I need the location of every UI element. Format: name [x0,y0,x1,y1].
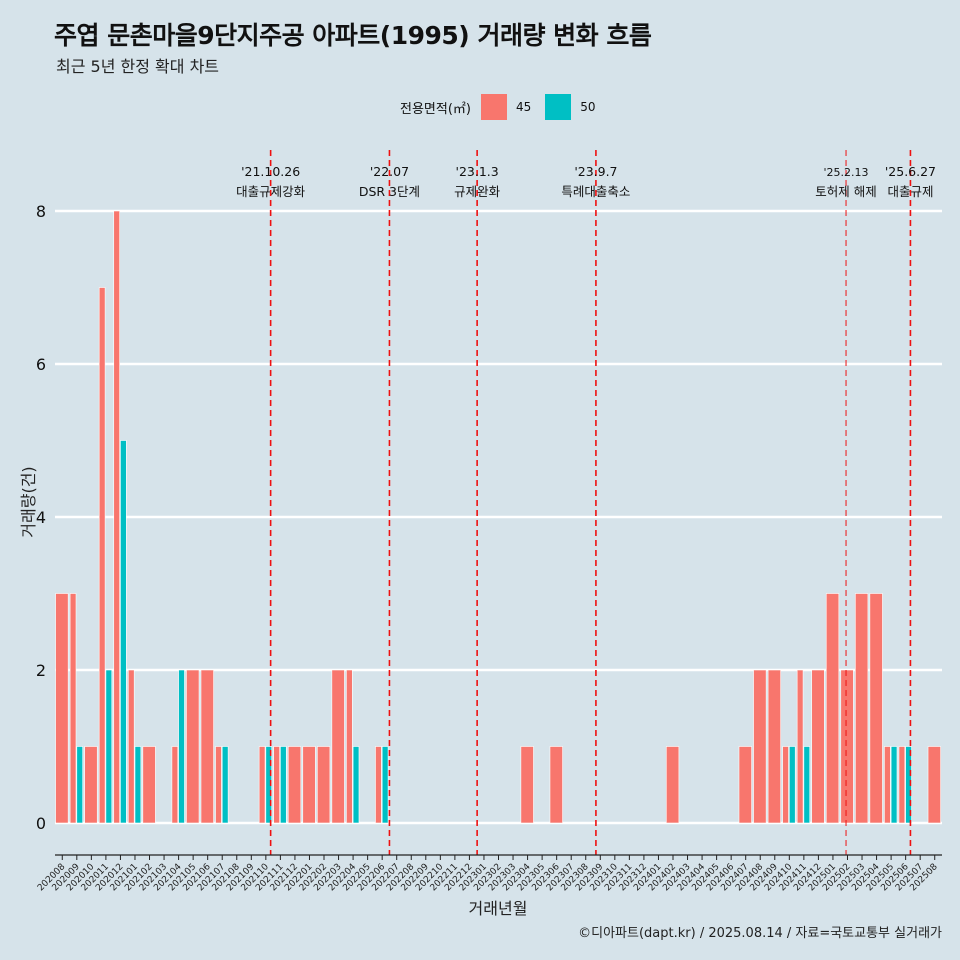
bar-50-202505 [890,746,898,824]
bar-45-202306 [549,746,563,824]
bar-45-202501 [825,593,840,824]
bar-45-202201 [302,746,316,824]
bar-45-202409 [767,669,781,824]
bar-45-202102 [142,746,156,824]
bar-45-202101 [127,669,135,824]
bar-45-202107 [215,746,222,824]
event-label: 특례대출축소 [561,184,630,199]
bar-45-202502 [840,669,854,824]
bar-45-202506 [898,746,906,824]
bar-45-202407 [738,746,752,824]
bar-50-202110 [265,746,273,824]
bar-45-202206 [375,746,382,824]
event-label: 대출규제강화 [236,184,306,199]
bar-45-202504 [869,593,883,824]
x-axis-title: 거래년월 [469,899,528,918]
legend-swatch-45 [480,94,507,120]
bar-45-202010 [84,746,98,824]
bar-45-202203 [331,669,345,824]
bar-45-202508 [927,746,941,824]
event-date-label: '22.07 [370,164,409,179]
bar-50-202011 [105,669,113,824]
bar-50-202506 [905,746,912,824]
bar-45-202503 [855,593,869,824]
bar-45-202012 [113,210,120,824]
bar-45-202011 [98,287,106,824]
bar-50-202111 [280,746,287,824]
bar-45-202104 [171,746,179,824]
bar-layer [55,210,941,824]
bar-45-202304 [520,746,534,824]
bar-45-202402 [666,746,680,824]
caption: ©디아파트(dapt.kr) / 2025.08.14 / 자료=국토교통부 실… [578,926,942,941]
y-tick-label: 0 [36,814,46,833]
event-date-label: '25.2.13 [824,166,869,179]
legend-label-50: 50 [580,100,596,114]
y-tick-label: 6 [36,355,46,374]
event-label: 대출규제 [887,184,933,199]
y-tick-label: 4 [36,508,46,527]
bar-45-202009 [69,593,77,824]
bar-50-202411 [803,746,811,824]
bar-45-202110 [258,746,266,824]
bar-50-202410 [789,746,796,824]
bar-45-202408 [753,669,767,824]
bar-45-202202 [317,746,331,824]
event-date-label: '23.1.3 [456,164,499,179]
event-label: DSR 3단계 [359,184,420,199]
bar-45-202412 [811,669,825,824]
bar-50-202012 [120,440,127,824]
bar-50-202101 [134,746,142,824]
bar-45-202106 [200,669,214,824]
y-tick-label: 2 [36,661,46,680]
bar-45-202112 [287,746,302,824]
bar-45-202111 [273,746,280,824]
axis-layer: 0246820200820200920201020201120201220210… [19,202,942,918]
event-layer: '21.10.26 대출규제강화 '22.07 DSR 3단계 '23.1.3 규제완화 '… [236,150,936,855]
legend-label-45: 45 [515,100,532,114]
event-date-label: '23.9.7 [574,164,617,179]
bar-50-202107 [221,746,229,824]
bar-45-202411 [796,669,804,824]
event-date-label: '25.6.27 [885,164,936,179]
event-label: 규제완화 [454,184,501,199]
bar-45-202008 [55,593,69,824]
y-tick-label: 8 [36,202,46,221]
chart-title: 주엽 문촌마을9단지주공 아파트(1995) 거래량 변화 흐름 [54,21,652,50]
legend: 전용면적(㎡) 45 50 [400,93,610,121]
bar-50-202206 [381,746,389,824]
legend-title: 전용면적(㎡) [400,101,471,117]
bar-45-202105 [186,669,200,824]
bar-45-202410 [782,746,789,824]
bar-45-202505 [884,746,891,824]
event-label: 토허제 해제 [815,184,876,199]
bar-50-202104 [178,669,185,824]
y-axis-title: 거래량(건) [19,466,38,537]
event-date-label: '21.10.26 [241,164,300,179]
bar-50-202204 [352,746,360,824]
bar-45-202204 [346,669,353,824]
chart-subtitle: 최근 5년 한정 확대 차트 [56,57,220,76]
bar-50-202009 [76,746,84,824]
legend-swatch-50 [545,94,572,120]
